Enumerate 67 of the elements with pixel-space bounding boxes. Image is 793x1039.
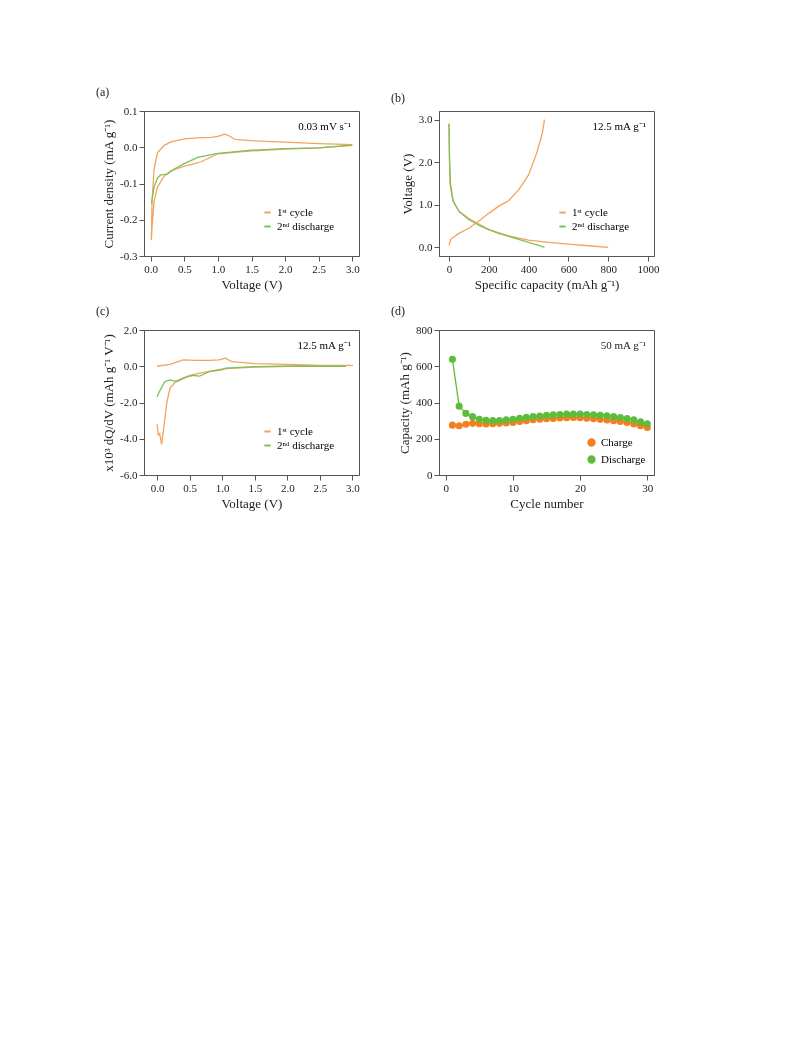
x-axis-title: Specific capacity (mAh g⁻¹) <box>474 276 620 292</box>
y-tick-label: -0.2 <box>120 213 138 226</box>
annotation: 12.5 mA g⁻¹ <box>592 120 646 132</box>
x-tick-label: 800 <box>600 262 618 275</box>
x-tick-label: 3.0 <box>346 481 361 494</box>
legend-label: 1ˢᵗ cycle <box>277 205 314 218</box>
y-tick-label: 1.0 <box>418 198 433 211</box>
chart-title: (a) <box>96 85 110 99</box>
x-axis-title: Voltage (V) <box>221 495 283 511</box>
y-tick-label: 2.0 <box>123 323 138 336</box>
x-tick-label: 1000 <box>637 262 661 275</box>
y-tick-label: 200 <box>416 432 433 445</box>
y-tick-label: 0.1 <box>123 104 138 117</box>
chart-title: (b) <box>391 91 405 105</box>
x-tick-label: 1.0 <box>215 481 231 494</box>
legend-label: Discharge <box>601 452 646 465</box>
legend-label: 2ⁿᵈ discharge <box>277 438 335 451</box>
y-axis-title: Capacity (mAh g⁻¹) <box>397 352 412 454</box>
x-tick-label: 3.0 <box>345 262 361 275</box>
y-tick-label: -6.0 <box>120 468 138 481</box>
x-tick-label: 0.0 <box>144 262 159 275</box>
x-tick-label: 0.0 <box>150 481 165 494</box>
y-tick-label: 2.0 <box>418 155 433 168</box>
x-tick-label: 600 <box>560 262 578 275</box>
y-tick-label: 3.0 <box>418 113 433 126</box>
y-tick-label: 0 <box>427 468 433 481</box>
x-tick-label: 2.0 <box>278 262 293 275</box>
chart-title: (d) <box>391 304 405 318</box>
y-tick-label: 400 <box>416 396 433 408</box>
legend-label: Charge <box>601 435 633 448</box>
x-tick-label: 20 <box>575 481 587 494</box>
legend-label: 2ⁿᵈ discharge <box>572 219 630 232</box>
x-tick-label: 1.5 <box>245 262 260 275</box>
x-axis-title: Cycle number <box>510 495 585 511</box>
y-tick-label: 600 <box>416 359 433 372</box>
x-tick-label: 0.5 <box>183 481 198 494</box>
legend-label: 1ˢᵗ cycle <box>277 424 314 437</box>
y-tick-label: -2.0 <box>120 396 138 408</box>
annotation: 50 mA g⁻¹ <box>600 339 646 351</box>
x-axis-title: Voltage (V) <box>221 276 283 292</box>
y-tick-label: -4.0 <box>120 432 138 445</box>
annotation: 0.03 mV s⁻¹ <box>298 120 351 132</box>
x-tick-label: 2.5 <box>312 262 327 275</box>
x-tick-label: 2.5 <box>313 481 328 494</box>
x-tick-label: 1.5 <box>248 481 263 494</box>
y-tick-label: 0.0 <box>123 140 138 153</box>
annotation: 12.5 mA g⁻¹ <box>297 339 351 351</box>
legend-label: 1ˢᵗ cycle <box>572 205 609 218</box>
y-axis-title: x10³ dQ/dV (mAh g⁻¹ V⁻¹) <box>101 334 117 472</box>
y-tick-label: -0.3 <box>120 249 138 262</box>
y-tick-label: 0.0 <box>123 359 138 372</box>
x-tick-label: 2.0 <box>280 481 296 494</box>
x-tick-label: 400 <box>520 262 538 275</box>
x-tick-label: 0 <box>446 262 453 275</box>
y-axis-title: Current density (mA g⁻¹) <box>101 119 117 249</box>
x-tick-label: 30 <box>642 481 654 494</box>
x-tick-label: 200 <box>481 262 499 275</box>
y-tick-label: 800 <box>416 323 433 336</box>
x-tick-label: 10 <box>507 481 520 494</box>
y-tick-label: 0.0 <box>418 240 433 253</box>
y-tick-label: -0.1 <box>120 177 138 189</box>
chart-title: (c) <box>96 304 110 318</box>
x-tick-label: 0 <box>443 481 450 494</box>
x-tick-label: 0.5 <box>177 262 193 275</box>
legend-label: 2ⁿᵈ discharge <box>277 219 335 232</box>
x-tick-label: 1.0 <box>211 262 226 275</box>
y-axis-title: Voltage (V) <box>399 153 415 215</box>
